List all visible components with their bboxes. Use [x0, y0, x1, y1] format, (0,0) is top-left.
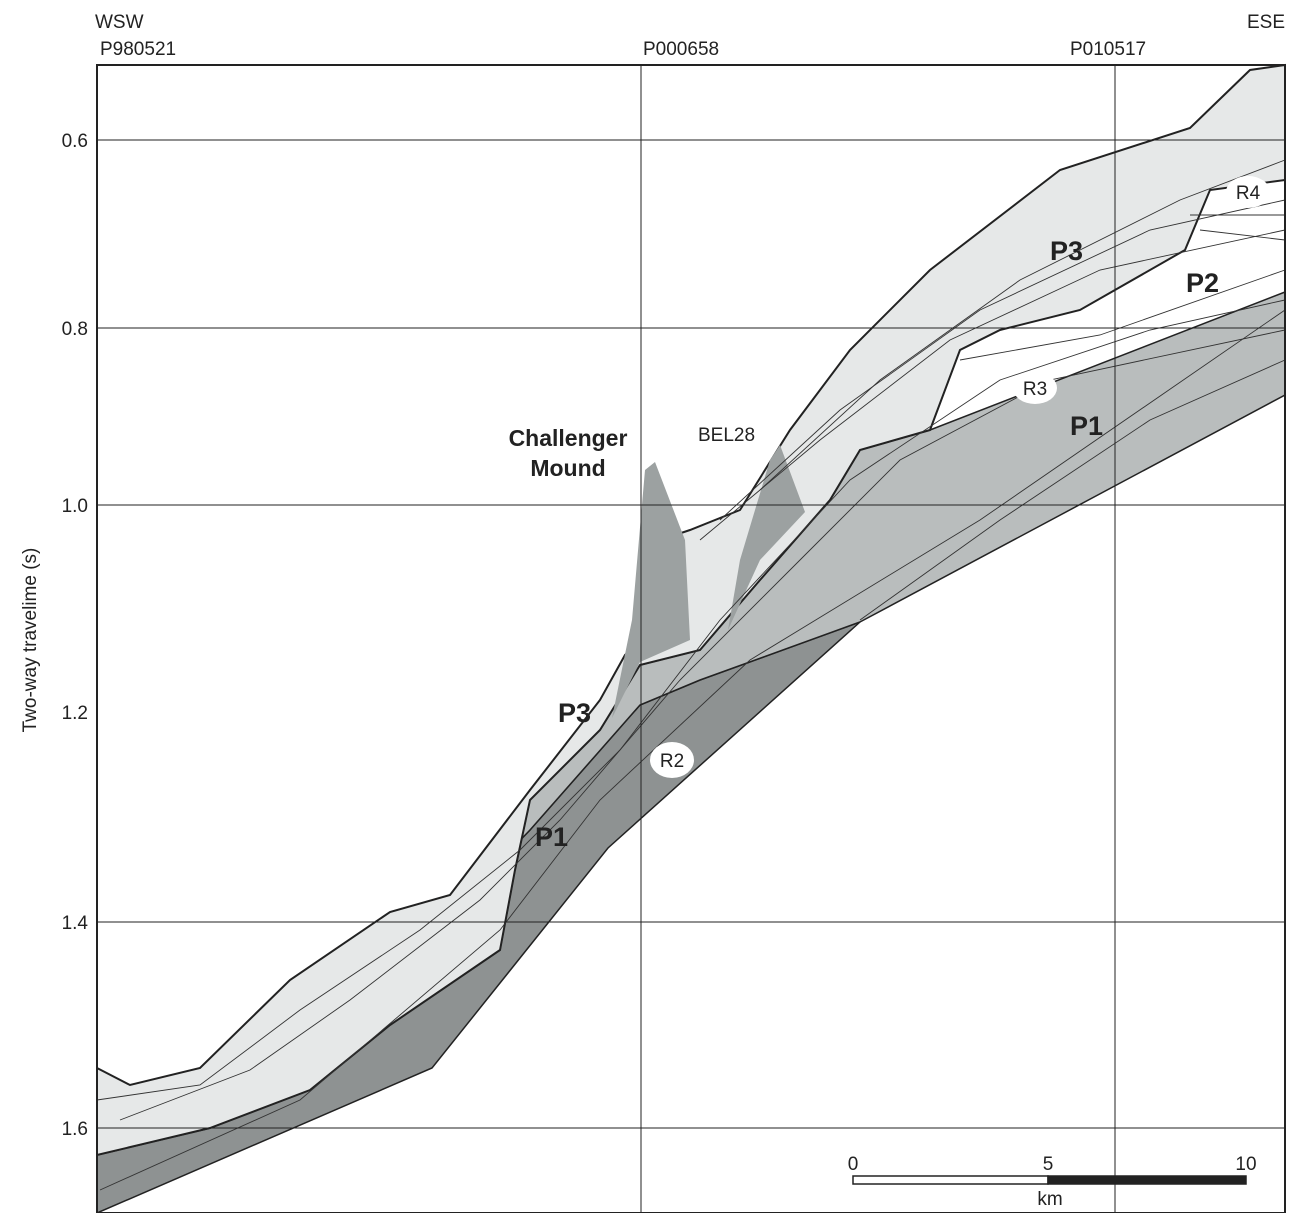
scale-bar-segment: [1048, 1176, 1246, 1184]
y-axis-label: Two-way travelime (s): [20, 548, 41, 733]
feature-label: BEL28: [698, 425, 755, 446]
reflector-label: R2: [660, 751, 684, 772]
y-tick-label: 1.0: [62, 496, 88, 517]
scale-bar-segment: [853, 1176, 1048, 1184]
y-tick-label: 0.8: [62, 319, 88, 340]
profile-label: P010517: [1070, 39, 1146, 60]
feature-label: Challenger: [509, 425, 628, 451]
profile-label: P000658: [643, 39, 719, 60]
feature-label: Mound: [530, 455, 605, 481]
profile-label: P980521: [100, 39, 176, 60]
direction-label: ESE: [1247, 12, 1285, 33]
scale-tick-label: 10: [1235, 1154, 1256, 1175]
seismic-section: WSW ESE P980521 P000658 P010517 Two-way …: [0, 0, 1294, 1213]
reflector-label: R3: [1023, 379, 1047, 400]
scale-tick-label: 0: [848, 1154, 859, 1175]
y-tick-label: 0.6: [62, 131, 88, 152]
unit-label: P1: [535, 822, 568, 852]
unit-label: P3: [1050, 236, 1083, 266]
reflector-label: R4: [1236, 183, 1261, 204]
unit-label: P1: [1070, 411, 1103, 441]
y-tick-label: 1.2: [62, 703, 88, 724]
y-tick-label: 1.4: [62, 913, 89, 934]
y-tick-label: 1.6: [62, 1119, 88, 1140]
unit-label: P3: [558, 698, 591, 728]
scale-unit: km: [1037, 1189, 1062, 1210]
unit-label: P2: [1186, 268, 1219, 298]
scale-tick-label: 5: [1043, 1154, 1054, 1175]
direction-label: WSW: [95, 12, 144, 33]
unit-p3: [97, 65, 1285, 1155]
